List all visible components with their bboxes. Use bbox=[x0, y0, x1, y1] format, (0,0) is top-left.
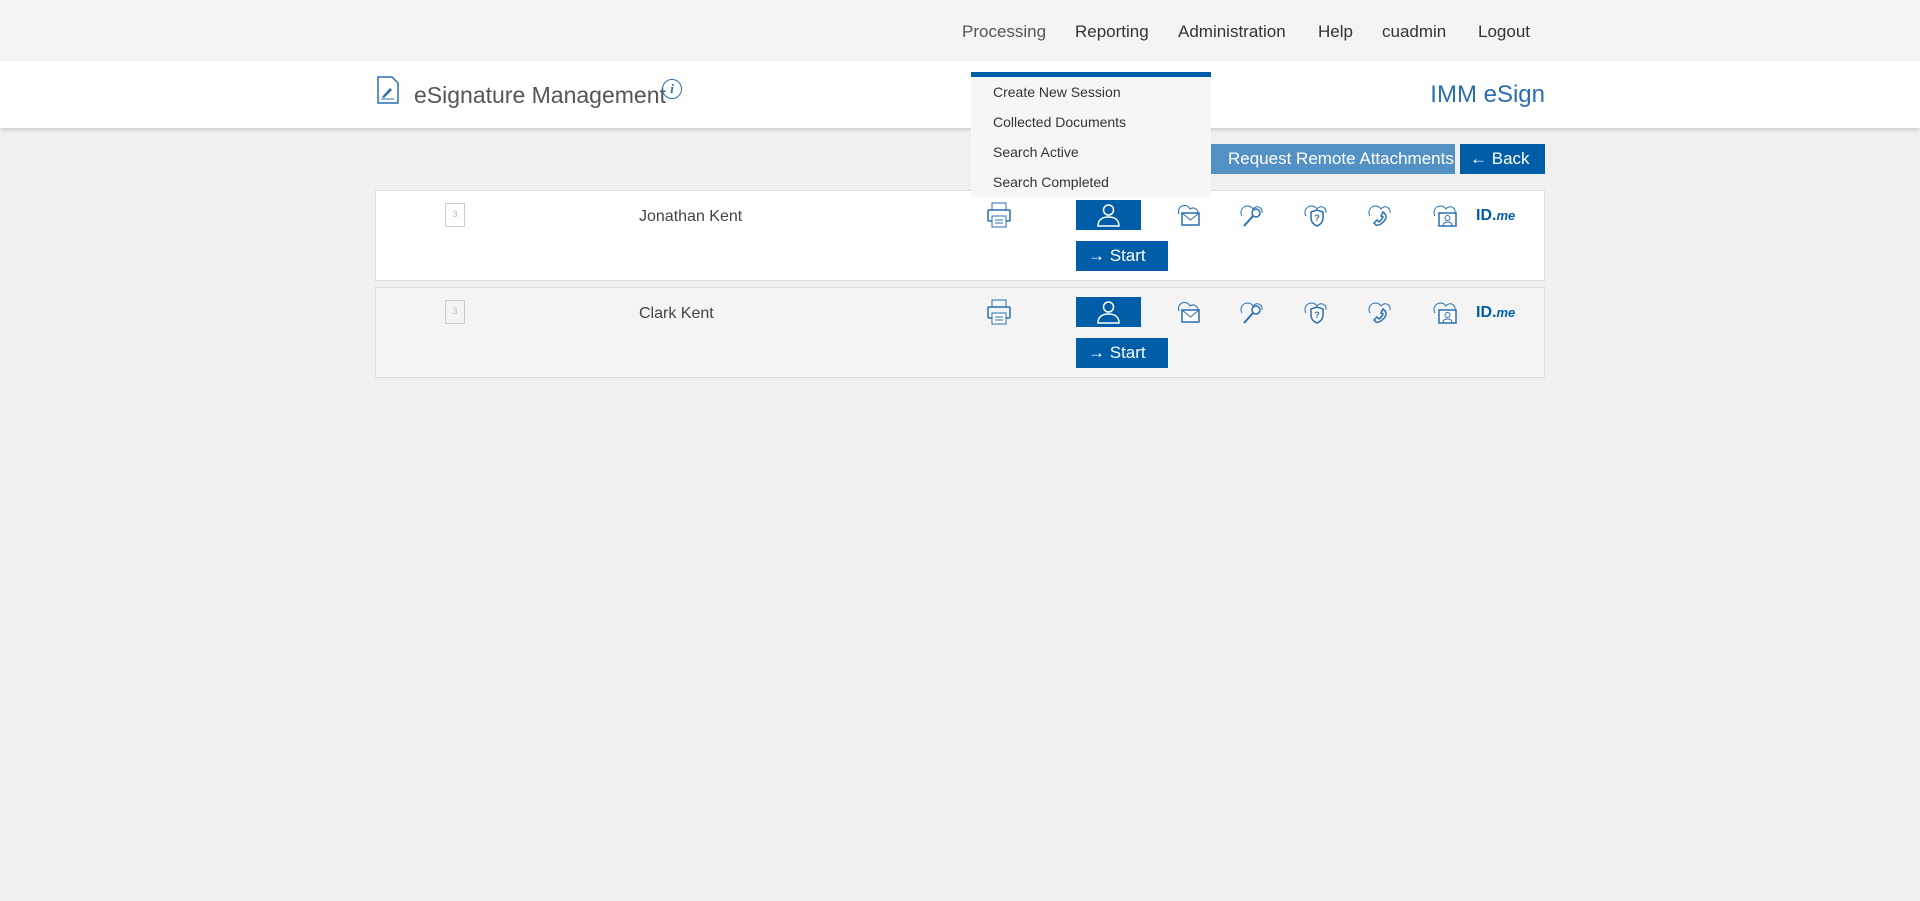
start-button[interactable]: → Start bbox=[1076, 338, 1168, 368]
brand-name: IMM eSign bbox=[1430, 81, 1545, 108]
document-count: 3 bbox=[452, 306, 458, 316]
printer-icon[interactable] bbox=[984, 297, 1014, 327]
request-remote-attachments-label: Request Remote Attachments bbox=[1228, 149, 1454, 168]
nav-help[interactable]: Help bbox=[1318, 22, 1353, 41]
page-header: eSignature Management i IMM eSign bbox=[0, 61, 1920, 128]
back-button[interactable]: ← Back bbox=[1460, 144, 1545, 174]
cloud-key-icon[interactable] bbox=[1237, 297, 1267, 327]
processing-dropdown-menu: Create New Session Collected Documents S… bbox=[971, 72, 1211, 197]
menu-search-active[interactable]: Search Active bbox=[993, 144, 1079, 160]
cloud-video-identity-icon[interactable] bbox=[1430, 200, 1460, 230]
idme-logo-button[interactable]: ID.me bbox=[1476, 304, 1515, 322]
cloud-phone-icon[interactable] bbox=[1365, 297, 1395, 327]
back-label: Back bbox=[1491, 149, 1530, 168]
idme-logo-button[interactable]: ID.me bbox=[1476, 207, 1515, 225]
svg-text:?: ? bbox=[1314, 213, 1320, 223]
person-icon bbox=[1097, 301, 1120, 324]
top-nav: Processing Reporting Administration Help… bbox=[0, 0, 1920, 61]
nav-administration[interactable]: Administration bbox=[1178, 22, 1286, 41]
nav-reporting[interactable]: Reporting bbox=[1075, 22, 1149, 41]
menu-search-completed[interactable]: Search Completed bbox=[993, 174, 1109, 190]
signer-name: Clark Kent bbox=[639, 305, 714, 322]
nav-processing[interactable]: Processing bbox=[962, 22, 1047, 41]
menu-collected-documents[interactable]: Collected Documents bbox=[993, 114, 1127, 130]
start-label: Start bbox=[1109, 343, 1146, 362]
cloud-security-question-icon[interactable]: ? bbox=[1301, 297, 1331, 327]
in-person-signing-button[interactable] bbox=[1076, 200, 1141, 230]
cloud-phone-icon[interactable] bbox=[1365, 200, 1395, 230]
in-person-signing-button[interactable] bbox=[1076, 297, 1141, 327]
idme-id-text: ID. bbox=[1476, 207, 1497, 224]
cloud-email-icon[interactable] bbox=[1173, 297, 1203, 327]
idme-me-text: me bbox=[1496, 208, 1516, 223]
signature-document-icon bbox=[377, 76, 399, 104]
session-row: 3 Jonathan Kent → Start? ID.me bbox=[375, 190, 1545, 281]
menu-create-new-session[interactable]: Create New Session bbox=[993, 84, 1121, 100]
nav-logout[interactable]: Logout bbox=[1478, 22, 1530, 41]
svg-text:?: ? bbox=[1314, 310, 1320, 320]
idme-id-text: ID. bbox=[1476, 304, 1497, 321]
printer-icon[interactable] bbox=[984, 200, 1014, 230]
document-stack-icon: 3 bbox=[445, 203, 465, 227]
nav-user[interactable]: cuadmin bbox=[1382, 22, 1447, 41]
person-icon bbox=[1097, 204, 1120, 227]
arrow-right-icon: → bbox=[1088, 246, 1105, 265]
back-arrow-icon: ← bbox=[1470, 149, 1487, 168]
page-title: eSignature Management bbox=[414, 82, 666, 108]
idme-me-text: me bbox=[1496, 305, 1516, 320]
info-icon[interactable]: i bbox=[662, 79, 682, 99]
start-label: Start bbox=[1109, 246, 1146, 265]
document-count: 3 bbox=[452, 209, 458, 219]
session-row: 3 Clark Kent → Start? ID.me bbox=[375, 287, 1545, 378]
cloud-email-icon[interactable] bbox=[1173, 200, 1203, 230]
cloud-video-identity-icon[interactable] bbox=[1430, 297, 1460, 327]
document-stack-icon: 3 bbox=[445, 300, 465, 324]
arrow-right-icon: → bbox=[1088, 343, 1105, 362]
cloud-security-question-icon[interactable]: ? bbox=[1301, 200, 1331, 230]
cloud-key-icon[interactable] bbox=[1237, 200, 1267, 230]
start-button[interactable]: → Start bbox=[1076, 241, 1168, 271]
request-remote-attachments-button[interactable]: Request Remote Attachments bbox=[1200, 144, 1455, 174]
signer-name: Jonathan Kent bbox=[639, 208, 743, 225]
